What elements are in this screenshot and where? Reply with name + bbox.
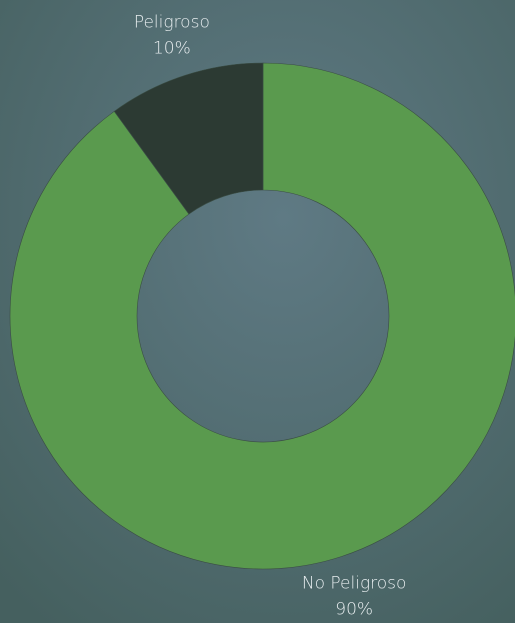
segment-value: 90% (335, 600, 373, 620)
segment-label: No Peligroso (302, 574, 407, 594)
donut-segment (113, 62, 264, 215)
segment-label: Peligroso (134, 12, 210, 32)
segment-value: 10% (153, 38, 191, 58)
donut-segment (9, 62, 515, 570)
